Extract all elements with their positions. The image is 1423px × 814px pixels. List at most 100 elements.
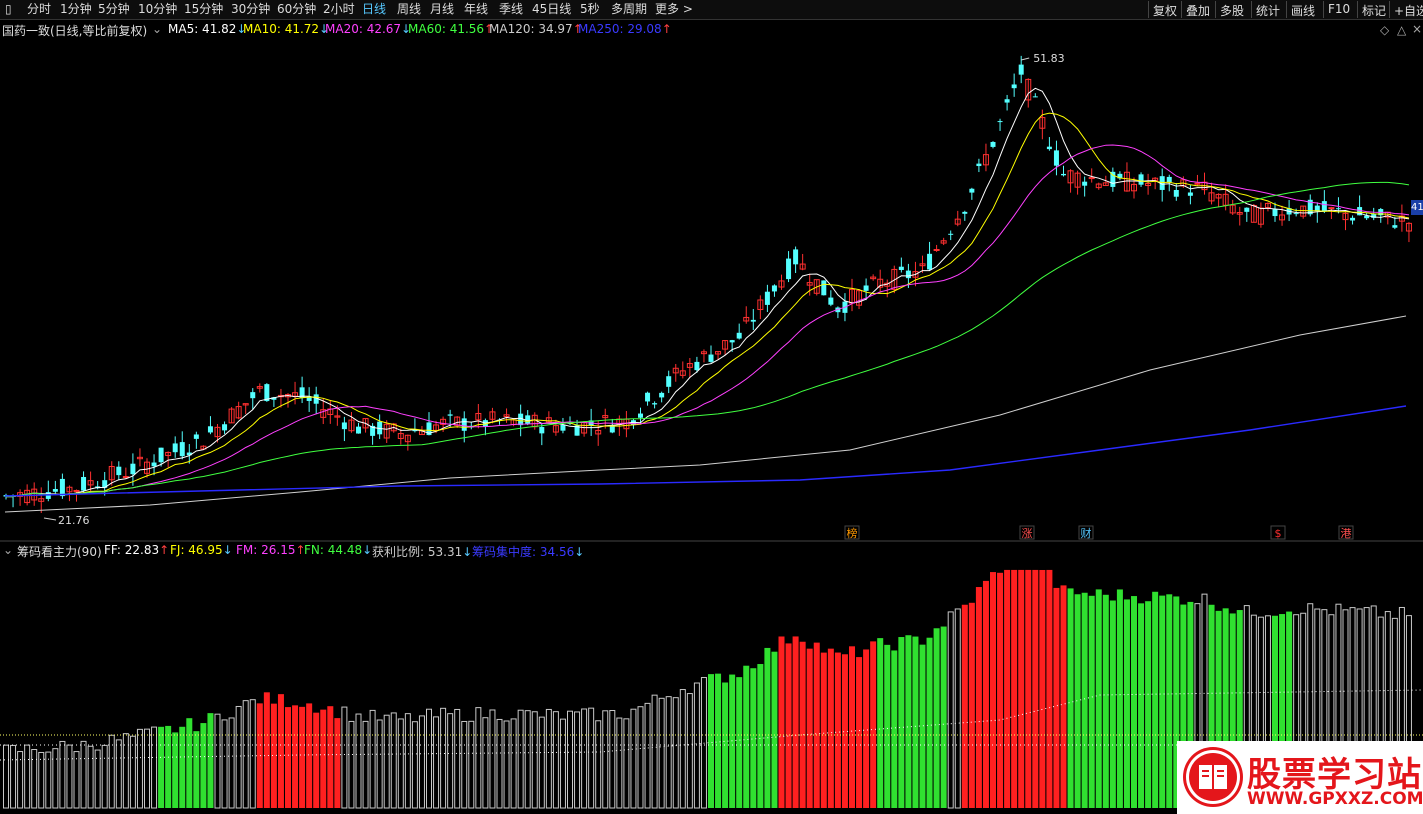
sub-bar [277,694,284,808]
toolbar-button[interactable]: 多股 [1220,4,1245,18]
low-label: 21.76 [58,514,90,527]
candle-body [250,392,256,399]
candle-body [1061,173,1066,176]
sub-bar [736,677,743,808]
period-tab[interactable]: 分时 [27,2,52,16]
candle-body [1110,171,1116,187]
candle-body [602,415,609,419]
toolbar-button[interactable]: +自选 [1394,4,1423,18]
sub-bar [355,713,362,809]
candle-body [898,266,904,270]
period-tab[interactable]: 30分钟 [231,2,271,16]
sub-bar [693,682,700,809]
candle-body [1215,193,1222,199]
close-icon[interactable]: × [1412,22,1423,36]
period-tab[interactable]: 5分钟 [98,2,130,16]
sub-bar [602,710,609,809]
period-tab[interactable]: 日线 [362,2,387,16]
candle-body [609,426,615,433]
candle-body [1405,222,1412,232]
candle-body [59,478,65,497]
candle-body [560,424,566,431]
period-tab[interactable]: 5秒 [580,2,600,16]
sub-bar [785,643,792,808]
toolbar-button[interactable]: 复权 [1153,4,1178,18]
sub-bar [299,706,306,808]
candle-body [1229,204,1236,214]
candle-body [242,403,249,406]
candle-body [722,340,729,350]
sub-bar [270,703,277,808]
sub-bar [503,720,510,809]
sub-bar [440,707,447,809]
candle-body [144,461,150,474]
sub-bar [151,726,158,809]
candle-body [1279,214,1286,221]
candle-body [545,417,552,423]
sub-bar [397,718,404,809]
period-tab[interactable]: 15分钟 [184,2,224,16]
toolbar-button[interactable]: 画线 [1291,4,1316,18]
candle-body [193,434,199,439]
chevron-down-icon[interactable]: ⌄ [3,543,14,557]
toolbar-button[interactable]: 统计 [1256,4,1281,18]
period-tab[interactable]: 多周期 [611,2,648,16]
candle-body [743,316,750,322]
candle-body [334,415,341,418]
candle-body [1335,208,1341,210]
candle-body [1364,215,1370,219]
up-triangle-icon[interactable]: △ [1397,23,1407,37]
sub-bar [207,713,214,808]
diamond-icon[interactable]: ◇ [1380,23,1390,37]
sub-bar [214,713,221,809]
candle-body [1314,205,1320,211]
candle-body [793,249,799,265]
sub-bar [327,706,334,808]
event-marker-frame [1270,525,1286,540]
period-tab[interactable]: 45日线 [532,2,572,16]
sub-bar [1279,614,1286,808]
period-tab[interactable]: 更多 > [655,2,693,16]
candle-body [948,233,954,235]
sub-bar [933,628,940,808]
sub-bar [1060,585,1067,808]
sub-bar [517,709,524,809]
candle-body [264,384,270,402]
sub-bar [1011,569,1018,808]
candle-body [1194,182,1201,185]
chevron-down-icon[interactable]: ⌄ [152,22,163,36]
sub-legend-item: FM: 26.15↑ [236,543,306,557]
period-tab[interactable]: 周线 [397,2,422,16]
period-tab[interactable]: 年线 [464,2,489,16]
period-tab[interactable]: 2小时 [323,2,355,16]
candle-body [912,271,919,278]
sub-bar [475,707,482,809]
toolbar-button[interactable]: F10 [1328,2,1351,16]
candle-body [715,351,722,355]
square-icon[interactable]: ▯ [5,2,12,16]
period-tab[interactable]: 10分钟 [138,2,178,16]
ma60-line [6,181,1410,498]
period-tab[interactable]: 1分钟 [60,2,92,16]
sub-bar [179,726,186,808]
watermark-title: 股票学习站 [1247,755,1422,795]
sub-bar [45,751,52,809]
candle-body [1032,96,1038,98]
candle-body [539,427,545,434]
sub-bar [863,649,870,808]
candle-body [1321,201,1327,212]
toolbar-button[interactable]: 标记 [1362,4,1387,18]
period-tab[interactable]: 60分钟 [277,2,317,16]
candle-body [1208,192,1215,202]
sub-bar [912,636,919,808]
toolbar-button[interactable]: 叠加 [1186,4,1211,18]
sub-bar [813,642,820,808]
period-tab[interactable]: 月线 [430,2,455,16]
period-tab[interactable]: 季线 [499,2,524,16]
sub-legend-bar: ⌄ 筹码看主力(90) FF: 22.83↑ FJ: 46.95↓ FM: 26.1… [0,542,1423,559]
sub-bar [799,641,806,808]
sub-bar [461,720,468,809]
candle-body [383,423,390,439]
sub-bar [1208,604,1215,808]
